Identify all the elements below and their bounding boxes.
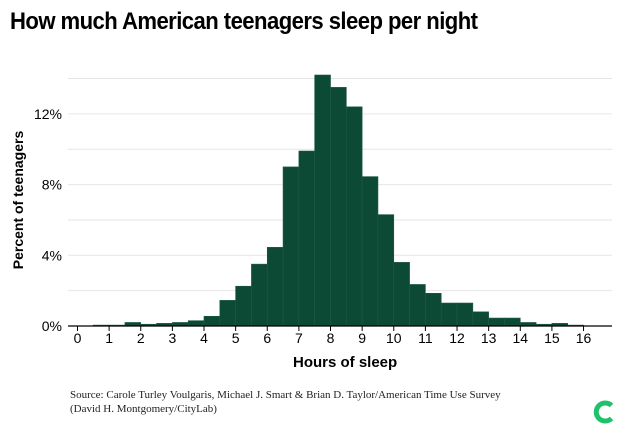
histogram-bar xyxy=(409,284,426,327)
x-tick-label: 13 xyxy=(481,330,497,346)
histogram-bar xyxy=(330,87,347,327)
x-tick-label: 9 xyxy=(358,330,366,346)
histogram-bar xyxy=(187,320,205,327)
histogram-bar xyxy=(314,74,331,327)
x-tick-label: 4 xyxy=(200,330,208,346)
histogram-bar xyxy=(203,315,221,327)
x-tick-label: 10 xyxy=(386,330,402,346)
histogram-bar xyxy=(440,302,458,327)
histogram-bar xyxy=(298,150,315,327)
histogram-bar xyxy=(377,214,395,327)
histogram-bar xyxy=(361,176,379,327)
x-tick-label: 11 xyxy=(418,330,433,346)
x-tick-label: 1 xyxy=(105,330,113,346)
y-tick-label: 0% xyxy=(42,318,62,334)
histogram-bar xyxy=(425,292,442,327)
source-line-2: (David H. Montgomery/CityLab) xyxy=(70,403,217,415)
source-note: Source: Carole Turley Voulgaris, Michael… xyxy=(70,388,570,416)
citylab-logo-icon xyxy=(593,400,614,424)
y-tick-label: 8% xyxy=(42,177,62,193)
y-axis-label: Percent of teenagers xyxy=(10,130,26,270)
y-tick-label: 12% xyxy=(34,106,62,122)
histogram-bar xyxy=(456,302,474,327)
x-tick-label: 15 xyxy=(544,330,560,346)
histogram-bar xyxy=(346,106,363,327)
histogram-bar xyxy=(504,317,521,327)
chart-title: How much American teenagers sleep per ni… xyxy=(10,8,478,35)
histogram-bar xyxy=(266,247,284,327)
x-tick-label: 2 xyxy=(137,330,145,346)
x-tick-label: 14 xyxy=(512,330,528,346)
y-tick-label: 4% xyxy=(42,247,62,263)
x-tick-label: 0 xyxy=(74,330,82,346)
x-tick-label: 6 xyxy=(263,330,271,346)
histogram-bar xyxy=(393,262,410,327)
histogram-bar xyxy=(472,311,489,327)
histogram-bar xyxy=(282,166,300,327)
histogram-bar xyxy=(488,317,505,327)
histogram-bar xyxy=(235,285,252,327)
x-tick-label: 16 xyxy=(576,330,592,346)
histogram-bar xyxy=(251,263,268,327)
x-axis-label: Hours of sleep xyxy=(293,354,398,371)
histogram-bar xyxy=(219,300,236,327)
source-line-1: Source: Carole Turley Voulgaris, Michael… xyxy=(70,389,501,401)
x-tick-label: 12 xyxy=(449,330,465,346)
x-tick-label: 5 xyxy=(232,330,240,346)
x-tick-label: 8 xyxy=(327,330,335,346)
x-tick-label: 3 xyxy=(168,330,176,346)
x-tick-label: 7 xyxy=(295,330,303,346)
